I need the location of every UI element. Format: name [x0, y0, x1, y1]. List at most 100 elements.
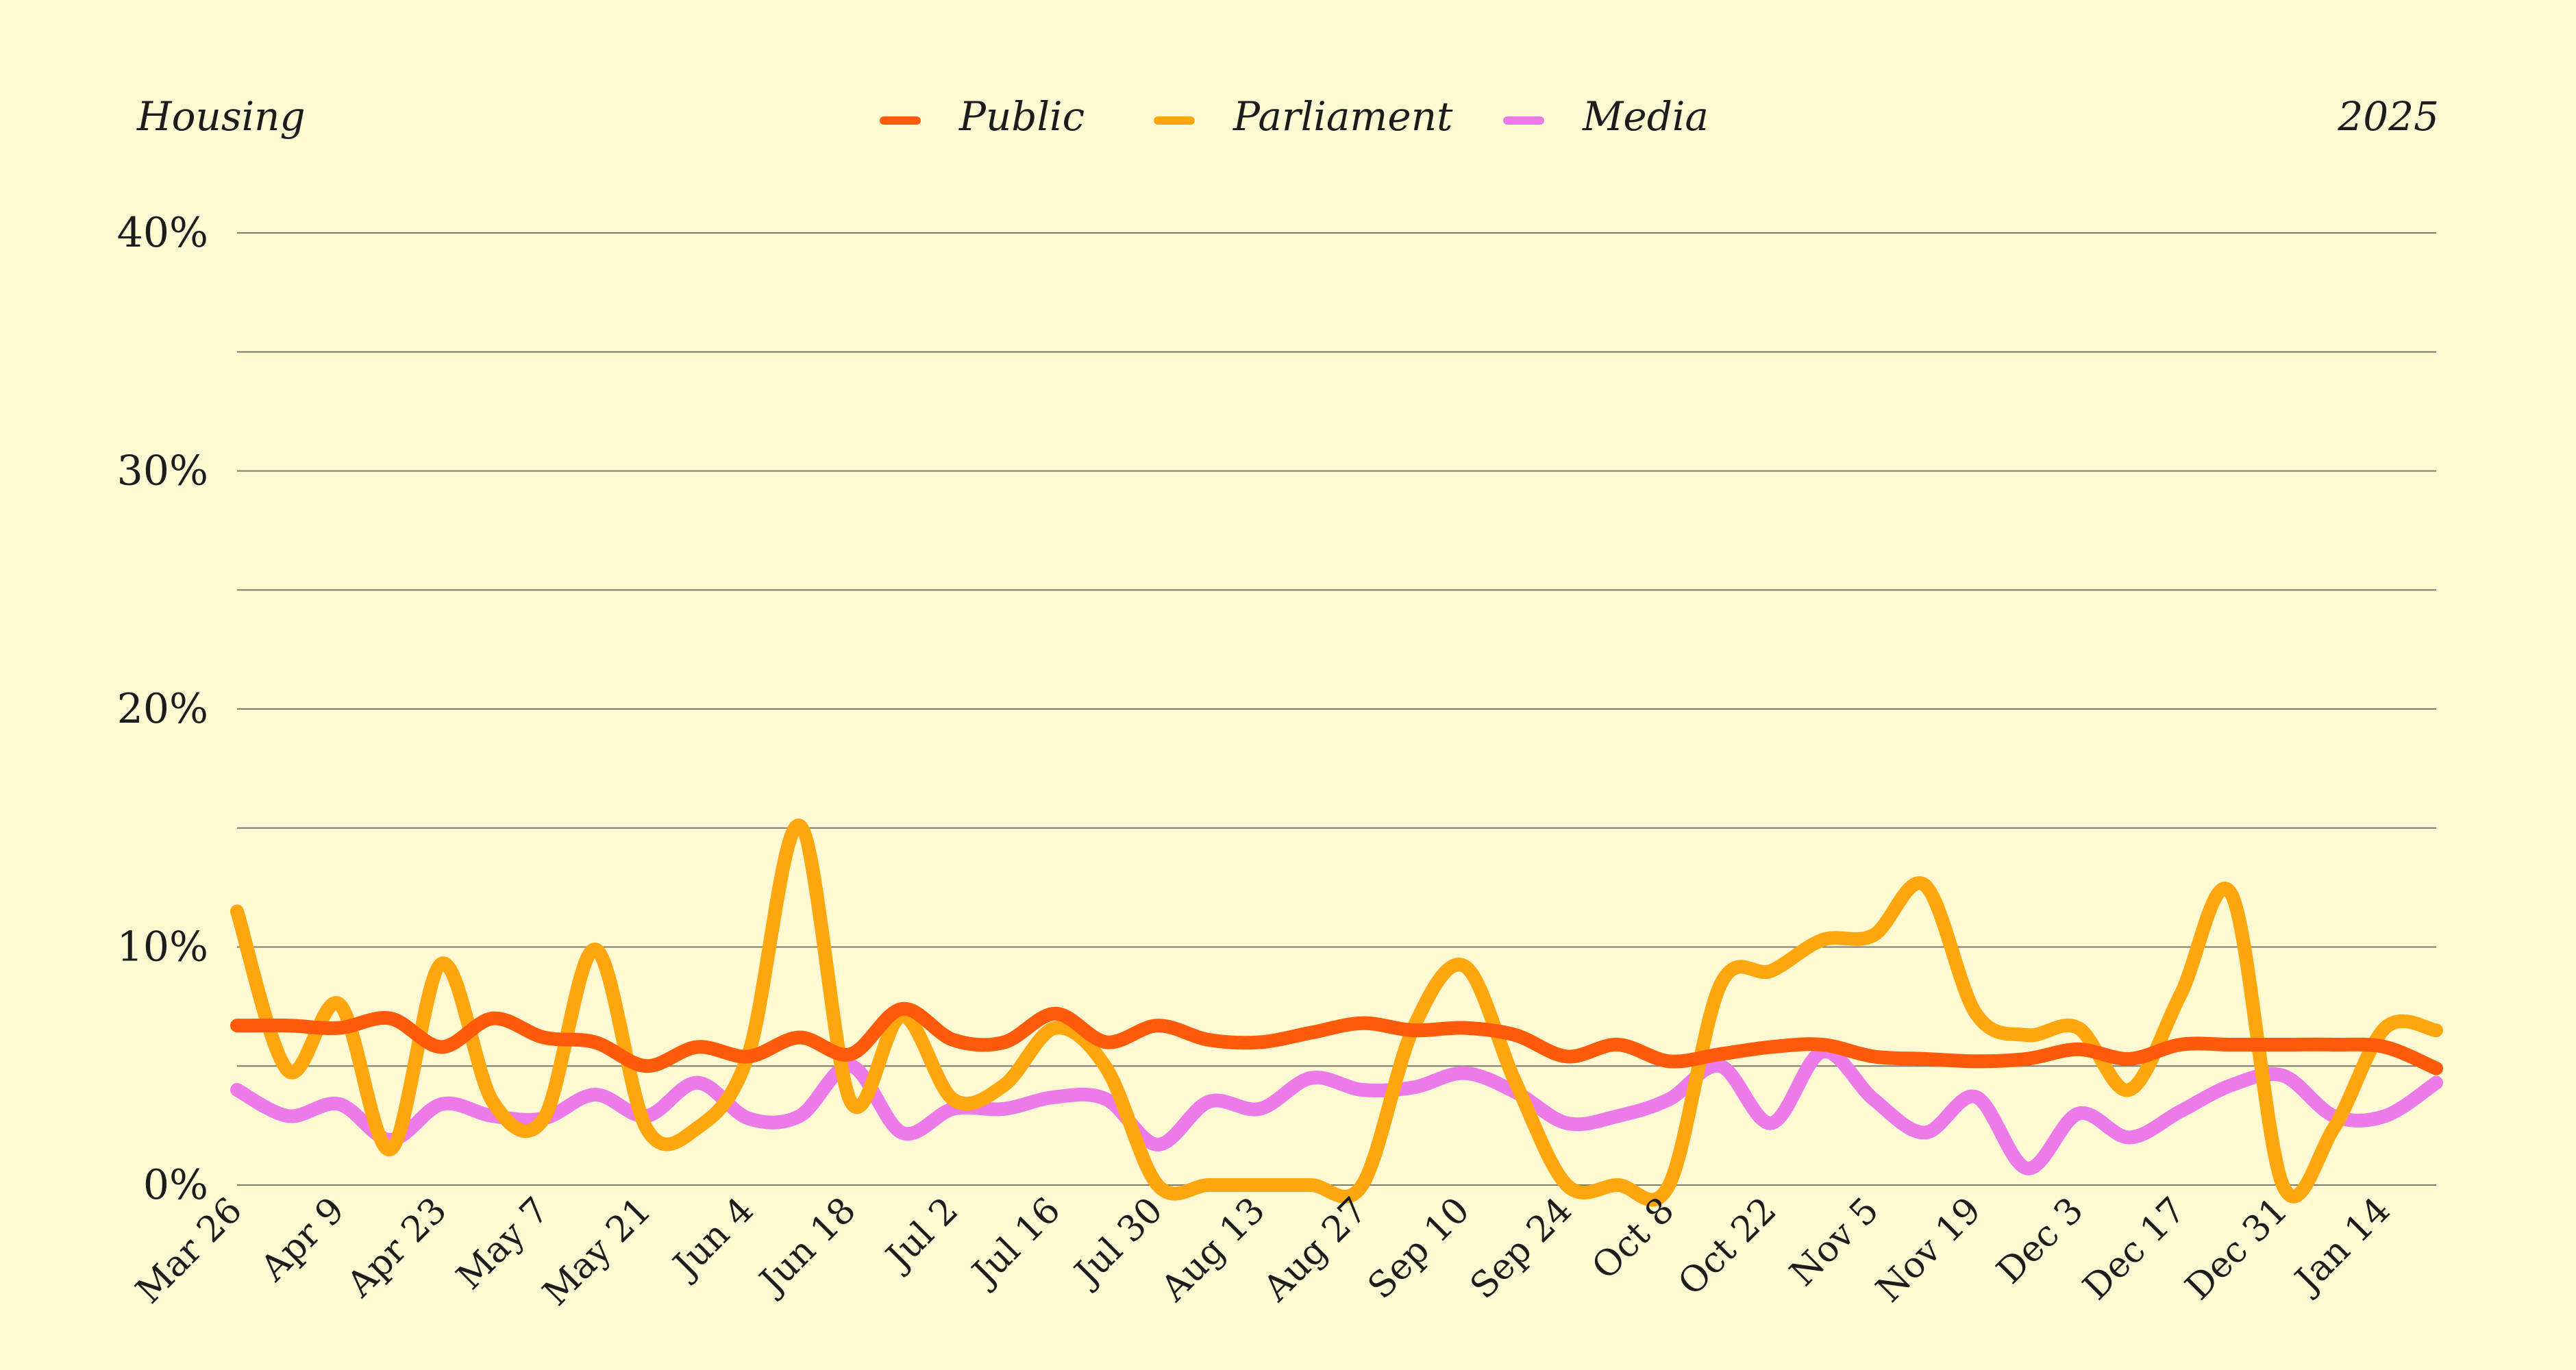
data-point-media	[2077, 1112, 2079, 1114]
data-point-parliament	[1003, 1084, 1005, 1086]
data-point-public	[338, 1027, 340, 1029]
data-point-media	[338, 1103, 340, 1105]
data-point-public	[1515, 1034, 1517, 1036]
series-lines	[230, 819, 2443, 1207]
data-point-public	[441, 1046, 443, 1048]
data-point-parliament	[338, 1003, 340, 1005]
data-point-public	[747, 1056, 750, 1058]
data-point-media	[1156, 1143, 1159, 1145]
data-point-media	[1872, 1098, 1874, 1100]
data-point-public	[1770, 1046, 1772, 1048]
data-point-media	[2231, 1084, 2233, 1086]
data-point-parliament	[2436, 1030, 2437, 1032]
x-tick-label: Jan 14	[2286, 1190, 2399, 1303]
legend-item-media: Media	[1503, 93, 1709, 140]
data-point-media	[2179, 1110, 2181, 1112]
y-tick-label: 30%	[117, 447, 208, 495]
data-point-public	[2282, 1043, 2284, 1045]
data-point-public	[2129, 1058, 2131, 1060]
data-point-public	[850, 1053, 852, 1055]
data-point-media	[1719, 1065, 1721, 1067]
data-point-parliament	[389, 1148, 391, 1150]
series-line-media	[230, 1045, 2443, 1175]
data-point-parliament	[850, 1101, 852, 1103]
data-point-media	[747, 1117, 750, 1119]
data-point-media	[2282, 1075, 2284, 1077]
x-tick-label: May 21	[535, 1190, 659, 1314]
data-point-media	[2026, 1167, 2028, 1169]
data-point-parliament	[2333, 1127, 2335, 1129]
data-point-media	[1975, 1096, 1977, 1098]
legend-label-public: Public	[958, 93, 1085, 140]
x-tick-label: Aug 13	[1153, 1190, 1273, 1310]
legend: Public Parliament Media	[880, 93, 1709, 140]
data-point-public	[2077, 1048, 2079, 1050]
y-tick-label: 0%	[143, 1161, 208, 1209]
data-point-public	[1668, 1060, 1670, 1062]
data-point-parliament	[1872, 934, 1874, 936]
data-point-public	[1822, 1043, 1824, 1045]
data-point-public	[2179, 1043, 2181, 1045]
data-point-media	[952, 1108, 954, 1110]
data-point-parliament	[492, 1101, 494, 1103]
data-point-parliament	[1054, 1027, 1056, 1029]
data-point-public	[1259, 1041, 1261, 1043]
series-parliament	[230, 819, 2443, 1207]
x-tick-label: Dec 31	[2177, 1190, 2296, 1308]
data-point-media	[696, 1082, 698, 1084]
data-point-public	[645, 1065, 647, 1067]
data-point-parliament	[1924, 884, 1926, 886]
data-point-parliament	[1515, 1082, 1517, 1084]
data-point-media	[287, 1115, 289, 1117]
data-point-media	[2384, 1115, 2386, 1117]
data-point-media	[1565, 1122, 1568, 1124]
data-point-public	[2436, 1067, 2437, 1069]
data-point-public	[1617, 1043, 1619, 1045]
data-point-media	[1412, 1086, 1414, 1088]
data-point-parliament	[2129, 1089, 2131, 1091]
data-point-media	[1208, 1101, 1210, 1103]
data-point-parliament	[2077, 1027, 2079, 1029]
data-point-public	[1565, 1056, 1568, 1058]
data-point-parliament	[1208, 1184, 1210, 1186]
data-point-parliament	[2179, 994, 2181, 995]
data-point-parliament	[1463, 965, 1465, 967]
gridlines	[237, 232, 2436, 1186]
data-point-parliament	[799, 825, 801, 827]
data-point-media	[901, 1132, 903, 1134]
data-point-parliament	[2384, 1027, 2386, 1029]
data-point-public	[1208, 1039, 1210, 1041]
chart-topic-label: Housing	[136, 93, 306, 140]
x-tick-label: Aug 27	[1255, 1190, 1375, 1310]
data-point-public	[1924, 1058, 1926, 1060]
x-tick-label: Jun 4	[664, 1190, 762, 1288]
data-point-public	[389, 1017, 391, 1019]
x-tick-label: Apr 9	[253, 1190, 353, 1290]
data-point-media	[1668, 1098, 1670, 1100]
data-point-public	[2333, 1043, 2335, 1045]
data-point-public	[492, 1017, 494, 1019]
data-point-public	[1156, 1025, 1159, 1027]
data-point-parliament	[2026, 1034, 2028, 1036]
data-point-media	[1770, 1122, 1772, 1124]
data-point-public	[1872, 1056, 1874, 1058]
data-point-media	[492, 1115, 494, 1117]
data-point-parliament	[1106, 1067, 1108, 1069]
data-point-parliament	[1310, 1184, 1312, 1186]
data-point-public	[1463, 1027, 1465, 1029]
data-point-public	[1412, 1030, 1414, 1032]
x-tick-label: Jul 2	[876, 1190, 966, 1280]
legend-label-media: Media	[1582, 93, 1709, 140]
x-tick-label: Dec 3	[1989, 1190, 2091, 1292]
data-point-parliament	[1822, 939, 1824, 941]
x-tick-label: Apr 23	[339, 1190, 455, 1306]
data-point-public	[696, 1046, 698, 1048]
data-point-public	[2026, 1058, 2028, 1060]
data-point-public	[1003, 1041, 1005, 1043]
data-point-parliament	[645, 1127, 647, 1129]
data-point-media	[2436, 1082, 2437, 1084]
data-point-parliament	[1565, 1184, 1568, 1186]
data-point-media	[1617, 1115, 1619, 1117]
data-point-public	[1975, 1060, 1977, 1062]
